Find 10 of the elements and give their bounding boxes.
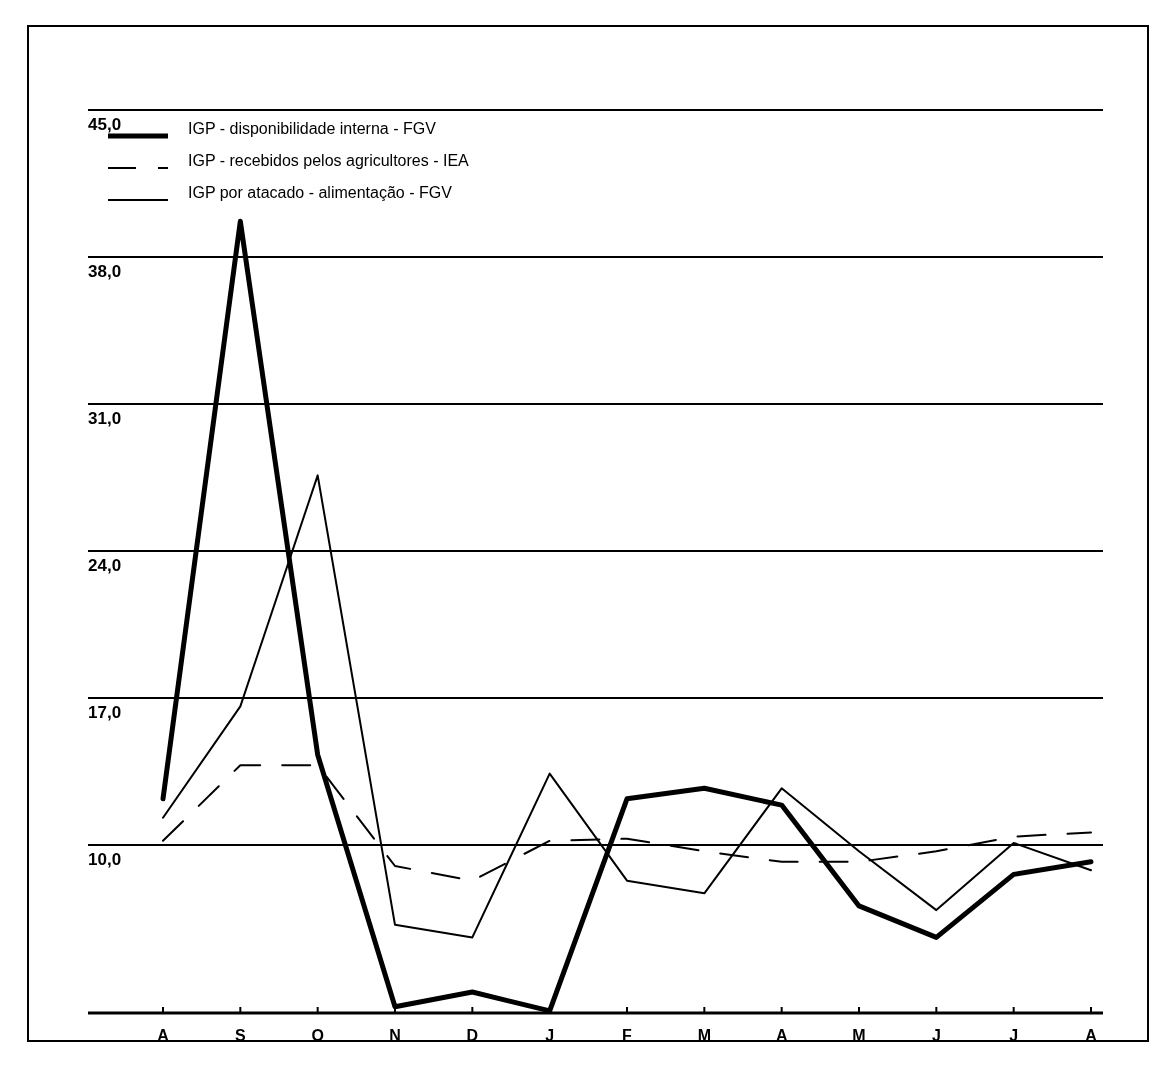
y-tick-label: 24,0 <box>88 556 122 575</box>
y-tick-label: 45,0 <box>88 115 122 134</box>
y-tick-label: 38,0 <box>88 262 122 281</box>
y-tick-label: 31,0 <box>88 409 122 428</box>
legend-label: IGP - disponibilidade interna - FGV <box>188 120 437 137</box>
y-tick-label: 17,0 <box>88 703 122 722</box>
legend-label: IGP - recebidos pelos agricultores - IEA <box>188 152 470 169</box>
x-tick-label: F <box>622 1027 633 1044</box>
y-tick-label: 10,0 <box>88 850 122 869</box>
legend-label: IGP por atacado - alimentação - FGV <box>188 184 453 201</box>
